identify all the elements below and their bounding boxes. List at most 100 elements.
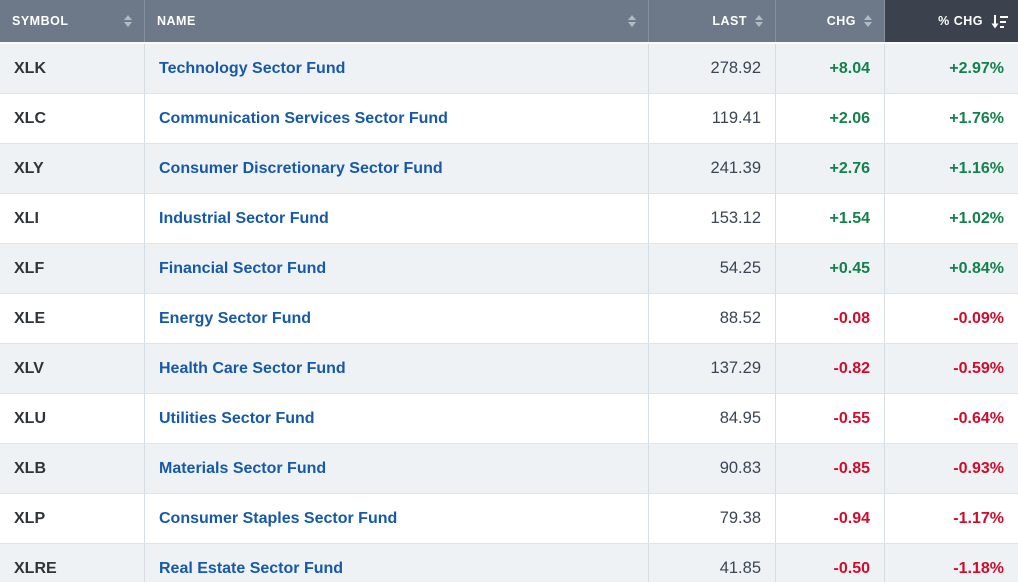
fund-name-link[interactable]: Industrial Sector Fund [159, 209, 329, 227]
fund-name-link[interactable]: Consumer Discretionary Sector Fund [159, 159, 443, 177]
symbol-cell: XLC [0, 94, 145, 143]
chg-value: +8.04 [829, 59, 870, 77]
last-value: 88.52 [719, 309, 761, 327]
table-row: XLY Consumer Discretionary Sector Fund 2… [0, 144, 1018, 194]
chg-cell: -0.50 [776, 544, 885, 582]
last-value: 84.95 [719, 409, 761, 427]
chg-value: +0.45 [829, 259, 870, 277]
last-value: 241.39 [710, 159, 761, 177]
sort-descending-icon [991, 14, 1008, 28]
chg-cell: -0.85 [776, 444, 885, 493]
fund-name-link[interactable]: Communication Services Sector Fund [159, 109, 448, 127]
name-cell: Real Estate Sector Fund [145, 544, 649, 582]
last-cell: 79.38 [649, 494, 776, 543]
pct-chg-value: +1.16% [949, 159, 1004, 177]
sort-arrows-icon [628, 15, 636, 27]
column-header-last[interactable]: LAST [649, 0, 776, 42]
chg-cell: +2.06 [776, 94, 885, 143]
symbol-cell: XLE [0, 294, 145, 343]
pct-chg-value: +1.76% [949, 109, 1004, 127]
column-header-pct-chg[interactable]: % CHG [885, 0, 1018, 42]
chg-cell: +2.76 [776, 144, 885, 193]
pct-chg-cell: +2.97% [885, 44, 1018, 93]
name-cell: Technology Sector Fund [145, 44, 649, 93]
pct-chg-value: -0.64% [953, 409, 1004, 427]
fund-name-link[interactable]: Technology Sector Fund [159, 59, 346, 77]
column-header-symbol-label: SYMBOL [12, 14, 69, 28]
last-cell: 41.85 [649, 544, 776, 582]
symbol-cell: XLB [0, 444, 145, 493]
symbol-cell: XLRE [0, 544, 145, 582]
pct-chg-value: +2.97% [949, 59, 1004, 77]
last-cell: 153.12 [649, 194, 776, 243]
name-cell: Energy Sector Fund [145, 294, 649, 343]
chg-value: -0.94 [833, 509, 870, 527]
pct-chg-cell: -1.18% [885, 544, 1018, 582]
column-header-chg-label: CHG [826, 14, 856, 28]
symbol-cell: XLI [0, 194, 145, 243]
table-row: XLB Materials Sector Fund 90.83 -0.85 -0… [0, 444, 1018, 494]
pct-chg-cell: -0.09% [885, 294, 1018, 343]
symbol-text: XLP [14, 509, 46, 527]
fund-name-link[interactable]: Health Care Sector Fund [159, 359, 346, 377]
fund-name-link[interactable]: Materials Sector Fund [159, 459, 327, 477]
last-value: 90.83 [719, 459, 761, 477]
table-row: XLE Energy Sector Fund 88.52 -0.08 -0.09… [0, 294, 1018, 344]
last-value: 41.85 [719, 559, 761, 577]
symbol-text: XLY [14, 159, 44, 177]
chg-value: +1.54 [829, 209, 870, 227]
pct-chg-cell: -0.59% [885, 344, 1018, 393]
symbol-cell: XLV [0, 344, 145, 393]
symbol-text: XLU [14, 409, 46, 427]
symbol-cell: XLK [0, 44, 145, 93]
table-row: XLP Consumer Staples Sector Fund 79.38 -… [0, 494, 1018, 544]
pct-chg-value: -0.59% [953, 359, 1004, 377]
last-value: 54.25 [719, 259, 761, 277]
pct-chg-value: -1.18% [953, 559, 1004, 577]
pct-chg-value: +0.84% [949, 259, 1004, 277]
column-header-name[interactable]: NAME [145, 0, 649, 42]
chg-value: +2.76 [829, 159, 870, 177]
last-value: 137.29 [710, 359, 761, 377]
table-row: XLI Industrial Sector Fund 153.12 +1.54 … [0, 194, 1018, 244]
pct-chg-cell: +1.16% [885, 144, 1018, 193]
symbol-text: XLRE [14, 559, 57, 577]
chg-cell: +0.45 [776, 244, 885, 293]
chg-value: -0.08 [833, 309, 870, 327]
symbol-text: XLK [14, 59, 46, 77]
fund-name-link[interactable]: Financial Sector Fund [159, 259, 327, 277]
chg-cell: -0.55 [776, 394, 885, 443]
name-cell: Communication Services Sector Fund [145, 94, 649, 143]
name-cell: Consumer Staples Sector Fund [145, 494, 649, 543]
fund-name-link[interactable]: Consumer Staples Sector Fund [159, 509, 398, 527]
symbol-text: XLV [14, 359, 44, 377]
symbol-text: XLI [14, 209, 39, 227]
name-cell: Industrial Sector Fund [145, 194, 649, 243]
sort-arrows-icon [864, 15, 872, 27]
header-divider [0, 42, 1018, 44]
last-cell: 119.41 [649, 94, 776, 143]
name-cell: Consumer Discretionary Sector Fund [145, 144, 649, 193]
symbol-text: XLE [14, 309, 46, 327]
column-header-symbol[interactable]: SYMBOL [0, 0, 145, 42]
fund-name-link[interactable]: Utilities Sector Fund [159, 409, 315, 427]
chg-value: -0.85 [833, 459, 870, 477]
fund-name-link[interactable]: Energy Sector Fund [159, 309, 312, 327]
fund-name-link[interactable]: Real Estate Sector Fund [159, 559, 344, 577]
name-cell: Health Care Sector Fund [145, 344, 649, 393]
last-cell: 90.83 [649, 444, 776, 493]
symbol-text: XLF [14, 259, 45, 277]
name-cell: Materials Sector Fund [145, 444, 649, 493]
pct-chg-value: -0.09% [953, 309, 1004, 327]
chg-value: -0.50 [833, 559, 870, 577]
column-header-chg[interactable]: CHG [776, 0, 885, 42]
last-cell: 241.39 [649, 144, 776, 193]
table-row: XLRE Real Estate Sector Fund 41.85 -0.50… [0, 544, 1018, 582]
chg-cell: -0.82 [776, 344, 885, 393]
chg-value: +2.06 [829, 109, 870, 127]
pct-chg-cell: +1.76% [885, 94, 1018, 143]
column-header-last-label: LAST [712, 14, 747, 28]
last-cell: 54.25 [649, 244, 776, 293]
table-body: XLK Technology Sector Fund 278.92 +8.04 … [0, 44, 1018, 582]
